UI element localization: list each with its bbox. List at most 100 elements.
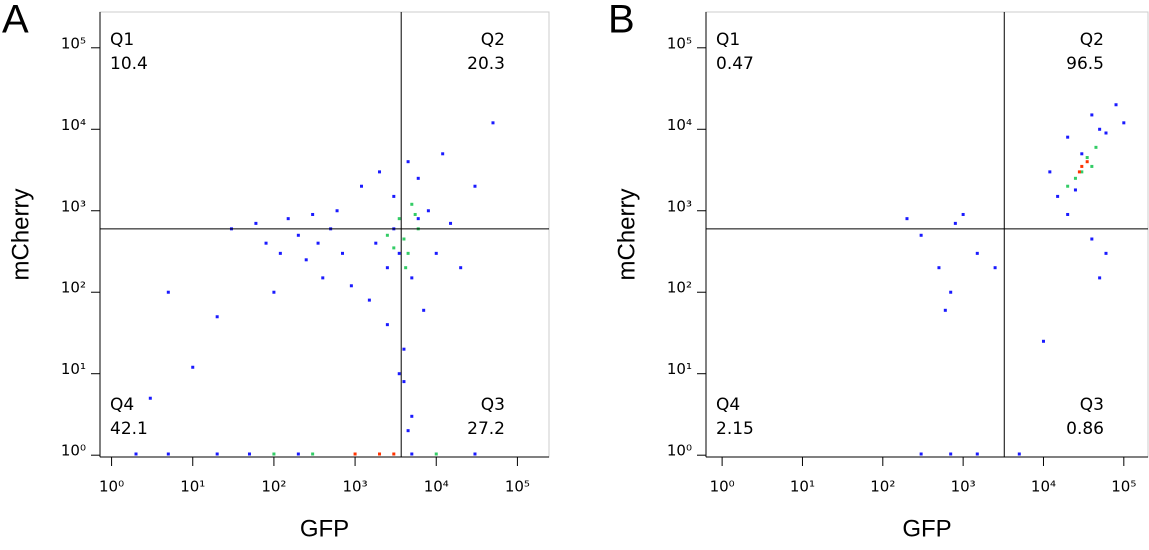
event-point [311,212,315,216]
quadrant-percent: 0.47 [716,54,754,74]
event-point [341,251,345,255]
event-point [316,241,320,245]
event-point [441,152,445,156]
event-point [416,176,420,180]
x-tick-label: 10⁵ [505,478,530,496]
y-tick-label: 10⁴ [667,116,692,134]
event-point [961,212,965,216]
event-point [402,380,406,384]
panel-label: B [608,0,635,42]
plot-frame [99,11,550,458]
event-point [449,221,453,225]
event-point [374,241,378,245]
event-point [413,212,417,216]
event-point [422,308,426,312]
event-point [247,452,251,456]
x-tick-label: 10⁰ [710,478,735,496]
event-point [1114,103,1118,107]
event-point [335,209,339,213]
event-point [975,251,979,255]
quadrant-percent: 2.15 [716,419,754,439]
event-point [905,217,909,221]
event-point [191,365,195,369]
event-point [378,452,382,456]
event-point [1104,251,1108,255]
event-point [272,452,276,456]
quadrant-percent: 27.2 [467,419,505,439]
event-point [1098,127,1102,131]
event-point [1066,184,1070,188]
quadrant-name: Q2 [481,30,505,50]
event-point [1090,237,1094,241]
quadrant-name: Q1 [716,30,740,50]
event-point [148,396,152,400]
event-point [993,266,997,270]
event-point [949,452,953,456]
event-point [1066,212,1070,216]
event-point [134,452,138,456]
y-tick-label: 10³ [667,197,692,215]
event-point [254,221,258,225]
event-point [1085,156,1089,160]
event-point [286,217,290,221]
event-point [434,251,438,255]
x-tick-label: 10⁰ [99,478,124,496]
event-point [1077,170,1081,174]
event-point [410,202,414,206]
event-point [215,452,219,456]
event-point [1122,121,1126,125]
x-tick-label: 10² [261,478,286,496]
event-point [491,121,495,125]
x-tick-label: 10⁴ [1031,478,1056,496]
event-point [937,266,941,270]
y-tick-label: 10⁴ [61,116,86,134]
quadrant-name: Q4 [110,395,134,415]
event-point [406,251,410,255]
event-point [296,452,300,456]
y-axis-label: mCherry [613,188,640,280]
event-point [410,452,414,456]
event-point [404,266,408,270]
event-point [166,290,170,294]
y-tick-label: 10³ [61,197,86,215]
event-point [1080,164,1084,168]
event-point [943,308,947,312]
event-point [304,258,308,262]
event-point [1066,135,1070,139]
event-point [1090,113,1094,117]
event-point [1080,152,1084,156]
event-point [1094,145,1098,149]
x-tick-label: 10³ [343,478,368,496]
event-point [385,323,389,327]
event-point [353,452,357,456]
event-point [311,452,315,456]
x-tick-label: 10¹ [180,478,205,496]
event-point [397,372,401,376]
event-point [392,246,396,250]
x-tick-label: 10¹ [790,478,815,496]
y-tick-label: 10⁰ [667,442,692,460]
event-point [1104,131,1108,135]
event-point [426,209,430,213]
event-point [321,276,325,280]
x-axis-label: GFP [300,515,349,542]
x-axis-label: GFP [902,515,951,542]
event-point [360,184,364,188]
quadrant-name: Q1 [110,30,134,50]
event-point [215,315,219,319]
quadrant-name: Q4 [716,395,740,415]
event-point [367,298,371,302]
event-point [264,241,268,245]
event-point [1056,194,1060,198]
event-point [166,452,170,456]
quadrant-name: Q3 [481,395,505,415]
event-point [402,237,406,241]
event-point [434,452,438,456]
quadrant-percent: 10.4 [110,54,148,74]
event-point [406,429,410,433]
event-point [406,160,410,164]
x-tick-label: 10³ [951,478,976,496]
event-point [473,184,477,188]
y-tick-label: 10⁵ [667,34,692,52]
